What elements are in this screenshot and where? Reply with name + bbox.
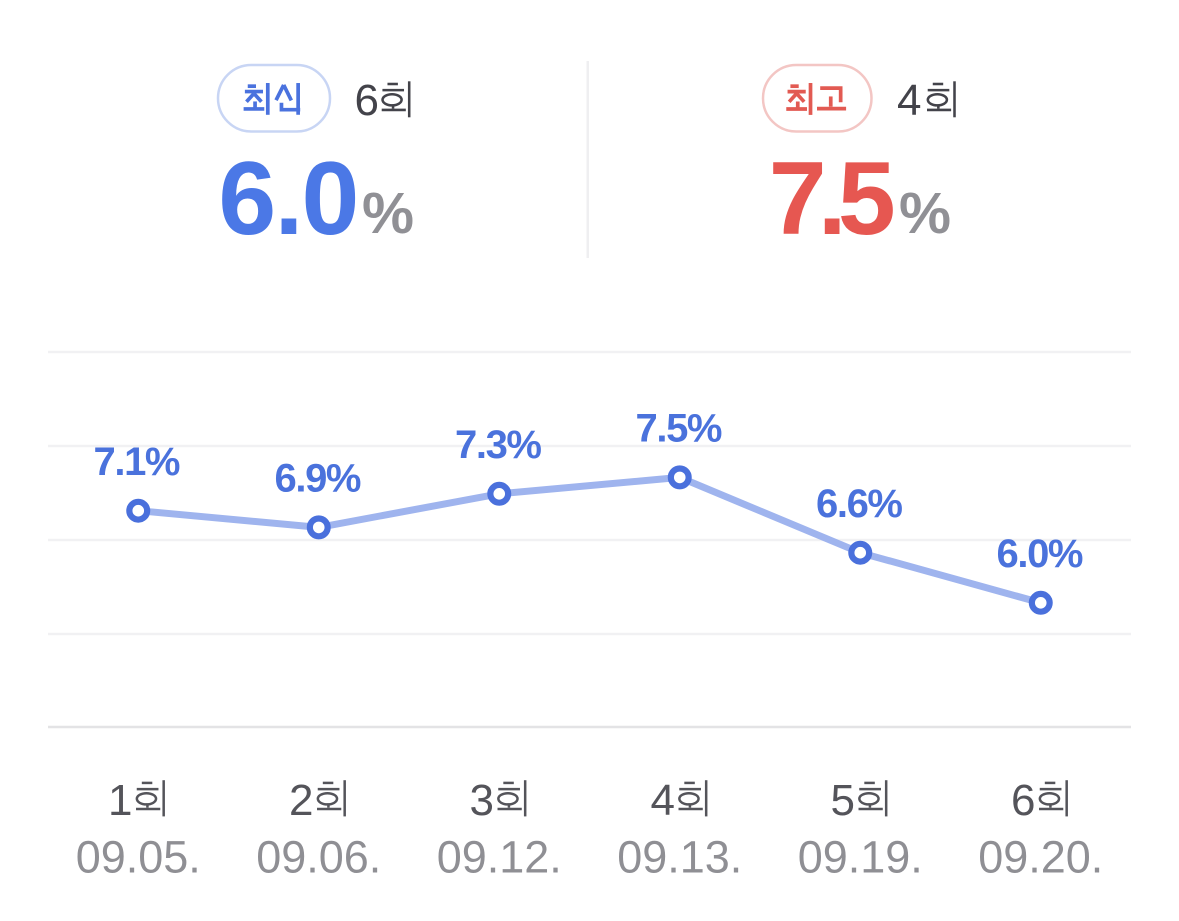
svg-text:6: 6 [1011,776,1035,825]
svg-text:2: 2 [289,776,313,825]
svg-text:6.9%: 6.9% [275,457,362,501]
svg-text:7.3%: 7.3% [455,423,542,467]
svg-text:6.0%: 6.0% [997,532,1084,576]
svg-text:09.06.: 09.06. [256,832,381,883]
svg-text:6.0: 6.0 [218,141,359,257]
svg-text:09.05.: 09.05. [76,832,201,883]
svg-text:7.5: 7.5 [769,141,896,257]
svg-text:5: 5 [831,776,855,825]
svg-text:7.1%: 7.1% [94,440,181,484]
svg-text:09.12.: 09.12. [437,832,562,883]
svg-text:6.6%: 6.6% [816,482,903,526]
svg-text:09.13.: 09.13. [617,832,742,883]
svg-text:09.19.: 09.19. [798,832,923,883]
svg-text:%: % [899,181,951,246]
svg-text:09.20.: 09.20. [978,832,1103,883]
svg-text:6: 6 [355,76,379,125]
svg-text:7.5%: 7.5% [636,407,723,451]
svg-text:1: 1 [108,776,132,825]
svg-text:4: 4 [651,776,675,825]
svg-text:%: % [362,181,414,246]
svg-text:3: 3 [470,776,494,825]
svg-text:4: 4 [897,76,921,125]
